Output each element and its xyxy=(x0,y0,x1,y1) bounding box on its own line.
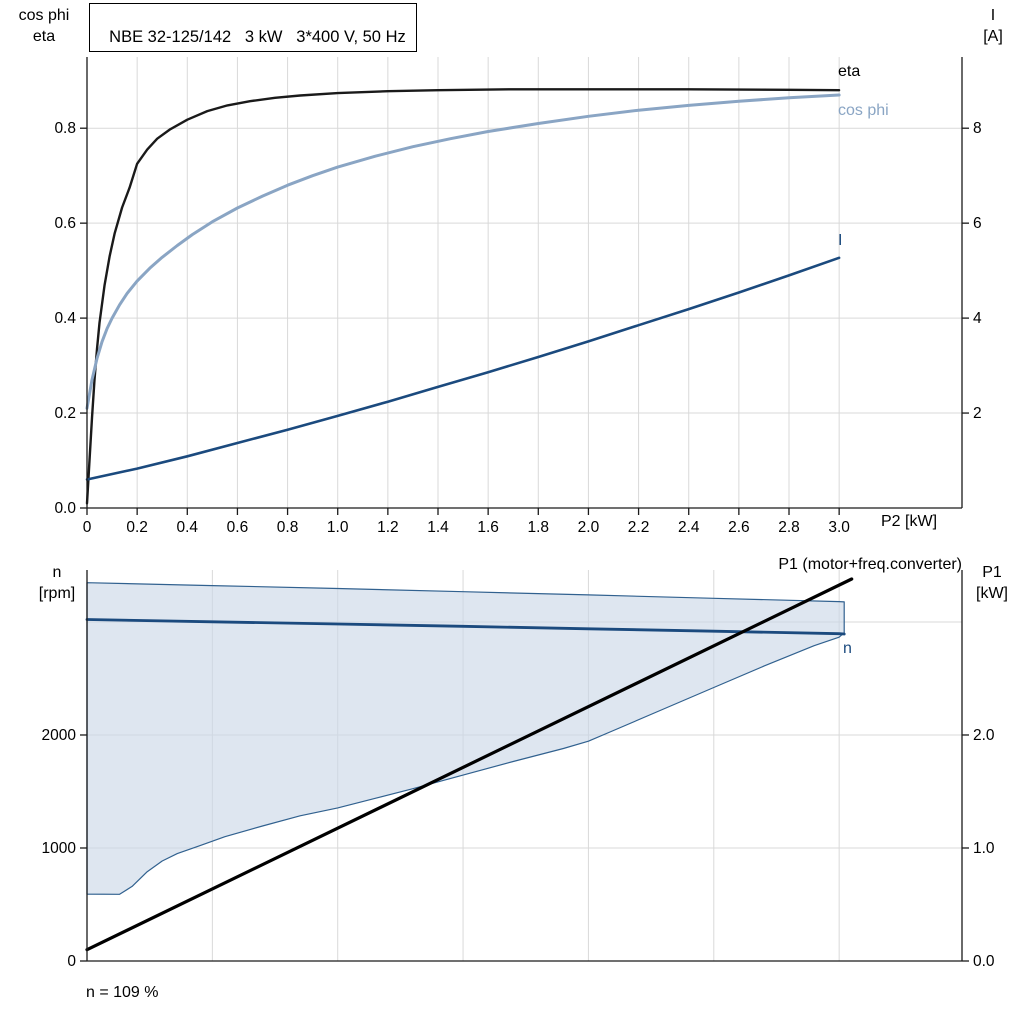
p1-axis-label: P1 xyxy=(982,564,1002,581)
right-tick-label: 1.0 xyxy=(973,840,995,857)
right-tick-label: 4 xyxy=(973,310,982,327)
right-tick-label: 0.0 xyxy=(973,953,995,970)
right-tick-label: 2 xyxy=(973,405,982,422)
speed-percentage-note: n = 109 % xyxy=(86,984,159,1001)
series-curve-p1 xyxy=(85,577,854,952)
right-tick-label: 6 xyxy=(973,215,982,232)
x-tick-label: 1.2 xyxy=(377,519,399,536)
kw-unit-label: [kW] xyxy=(976,585,1008,602)
x-tick-label: 1.6 xyxy=(477,519,499,536)
right-tick-label: 8 xyxy=(973,120,982,137)
left-tick-label: 2000 xyxy=(42,727,77,744)
x-tick-label: 2.0 xyxy=(578,519,600,536)
series-curve-n xyxy=(85,618,846,636)
eta-axis-label: eta xyxy=(32,28,56,45)
x-tick-label: 2.4 xyxy=(678,519,700,536)
x-tick-label: 2.8 xyxy=(778,519,800,536)
x-tick-label: 0.4 xyxy=(177,519,199,536)
left-tick-label: 0.8 xyxy=(54,120,76,137)
left-tick-label: 0.4 xyxy=(54,310,76,327)
left-tick-label: 0.0 xyxy=(54,500,76,517)
x-tick-label: 0 xyxy=(83,519,92,536)
bottom-left-axis-label: n [rpm] xyxy=(24,562,90,604)
speed-range-band xyxy=(86,582,845,895)
title-box: NBE 32-125/142 3 kW 3*400 V, 50 Hz xyxy=(89,3,417,52)
cos-phi-axis-label: cos phi xyxy=(18,7,70,24)
x-tick-label: 0.2 xyxy=(126,519,148,536)
speed-axis-label: n xyxy=(52,564,62,581)
top-right-axis-label: I [A] xyxy=(964,5,1022,47)
x-tick-label: 0.6 xyxy=(227,519,249,536)
series-curve-cos-phi xyxy=(85,93,841,410)
left-tick-label: 0 xyxy=(67,953,76,970)
x-axis-label: P2 [kW] xyxy=(881,513,938,530)
ampere-unit-label: [A] xyxy=(983,28,1003,45)
series-label-current: I xyxy=(838,232,843,249)
series-curve-current xyxy=(85,256,841,481)
right-tick-label: 2.0 xyxy=(973,727,995,744)
chart-title: NBE 32-125/142 3 kW 3*400 V, 50 Hz xyxy=(109,28,406,46)
top-left-axis-label: cos phi eta xyxy=(4,5,84,47)
series-label-cos-phi: cos phi xyxy=(838,102,889,119)
x-tick-label: 2.2 xyxy=(628,519,650,536)
x-tick-label: 1.4 xyxy=(427,519,449,536)
bottom-right-axis-label: P1 [kW] xyxy=(962,562,1022,604)
series-label-n: n xyxy=(843,640,852,657)
series-curve-eta xyxy=(85,88,841,505)
x-tick-label: 2.6 xyxy=(728,519,750,536)
x-tick-label: 1.8 xyxy=(528,519,550,536)
p1-curve-annotation: P1 (motor+freq.converter) xyxy=(778,556,962,573)
x-tick-label: 0.8 xyxy=(277,519,299,536)
left-tick-label: 0.2 xyxy=(54,405,76,422)
left-tick-label: 0.6 xyxy=(54,215,76,232)
rpm-unit-label: [rpm] xyxy=(38,585,76,602)
series-label-eta: eta xyxy=(838,63,861,80)
current-axis-label: I xyxy=(990,7,996,24)
left-tick-label: 1000 xyxy=(42,840,77,857)
x-tick-label: 3.0 xyxy=(828,519,850,536)
x-tick-label: 1.0 xyxy=(327,519,349,536)
